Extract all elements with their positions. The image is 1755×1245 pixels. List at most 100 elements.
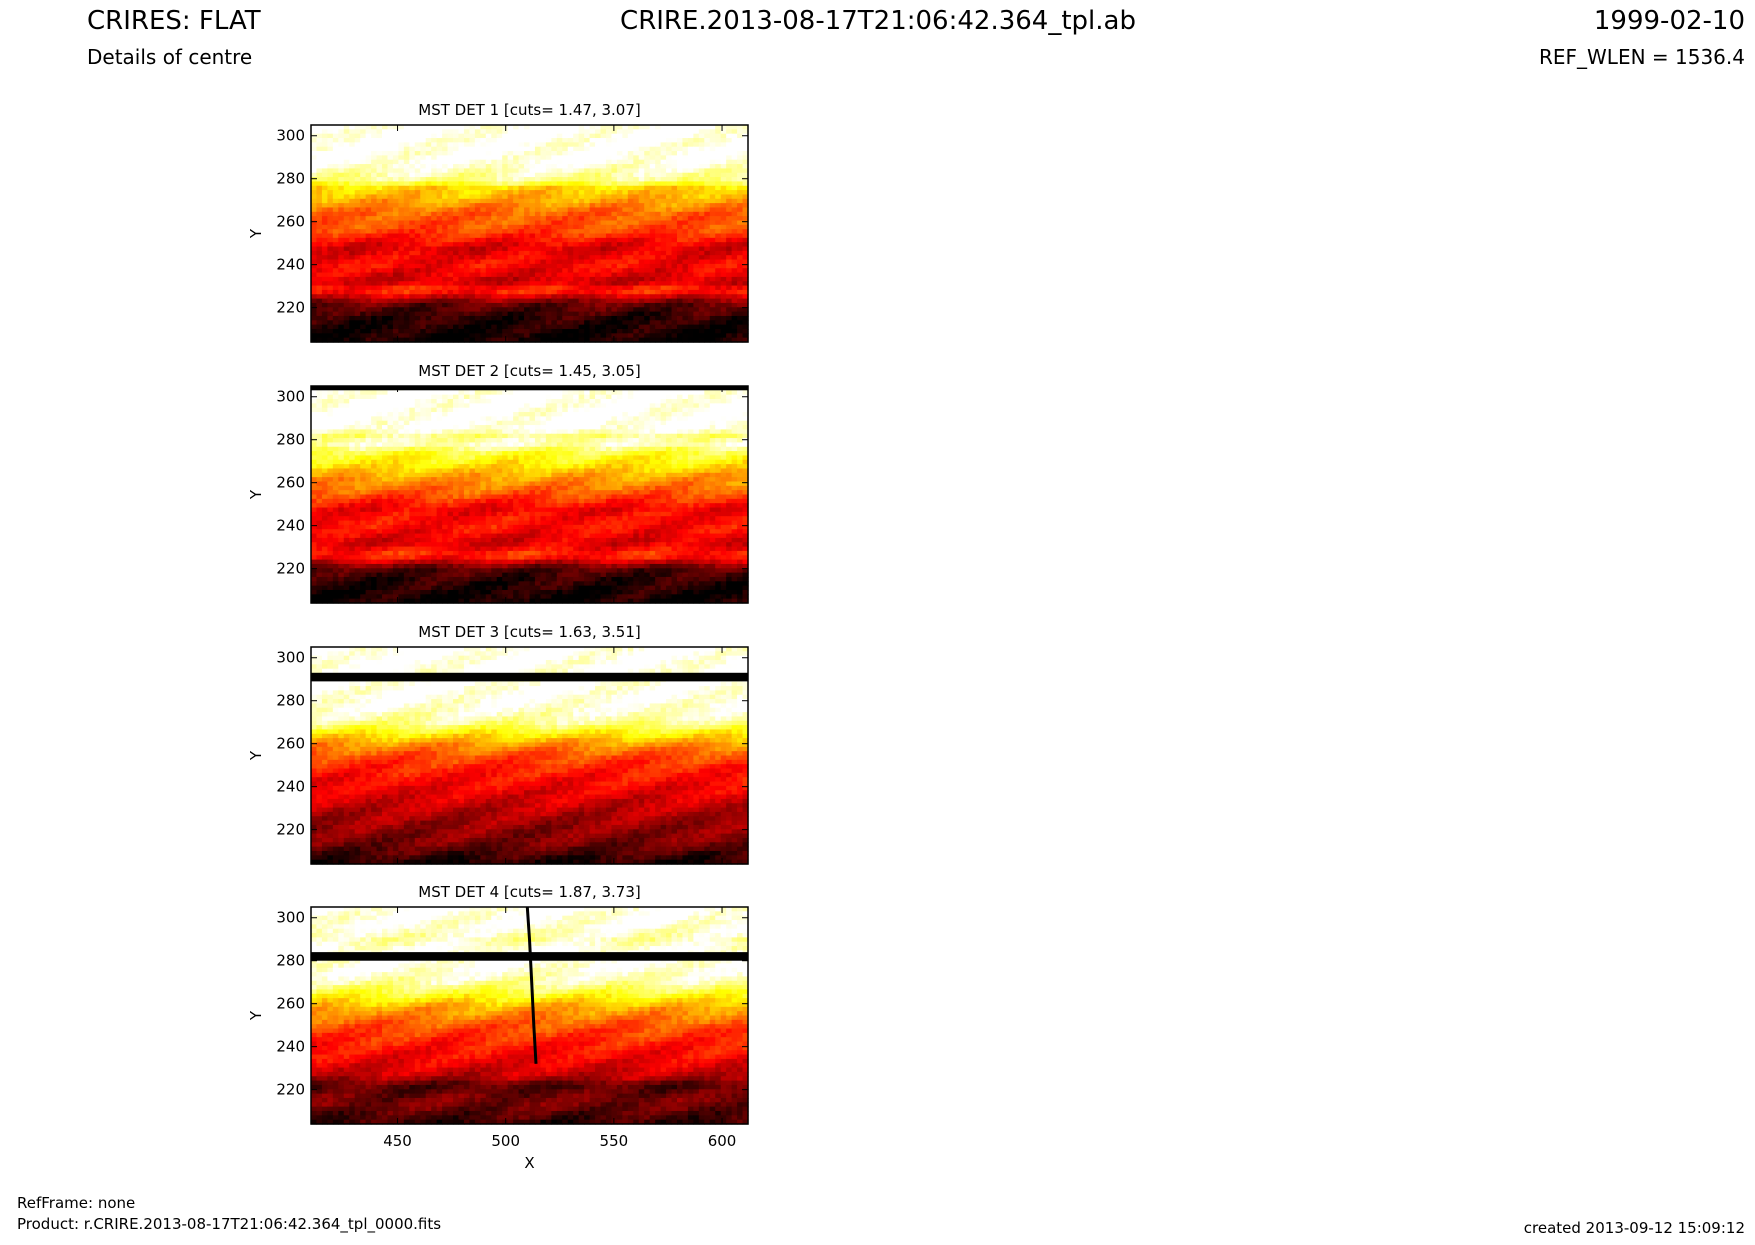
heatmap-cell bbox=[676, 233, 684, 239]
heatmap-cell bbox=[387, 333, 394, 339]
heatmap-cell bbox=[458, 159, 465, 165]
heatmap-cell bbox=[556, 315, 563, 321]
heatmap-cell bbox=[338, 159, 345, 165]
heatmap-cell bbox=[595, 242, 602, 248]
heatmap-cell bbox=[316, 155, 323, 161]
heatmap-cell bbox=[442, 220, 449, 226]
heatmap-cell bbox=[562, 233, 569, 239]
heatmap-cell bbox=[316, 394, 323, 400]
heatmap-cell bbox=[349, 394, 356, 400]
heatmap-cell bbox=[616, 159, 623, 165]
heatmap-cell bbox=[671, 320, 678, 326]
heatmap-cell bbox=[676, 255, 684, 261]
heatmap-cell bbox=[316, 224, 323, 230]
heatmap-cell bbox=[360, 255, 367, 261]
heatmap-cell bbox=[338, 229, 345, 235]
heatmap-cell bbox=[616, 333, 623, 339]
heatmap-cell bbox=[649, 263, 656, 269]
heatmap-cell bbox=[458, 246, 465, 252]
heatmap-cell bbox=[589, 416, 596, 422]
heatmap-cell bbox=[436, 285, 443, 291]
heatmap-cell bbox=[343, 302, 350, 308]
heatmap-cell bbox=[600, 198, 607, 204]
heatmap-cell bbox=[327, 429, 334, 435]
heatmap-cell bbox=[491, 433, 498, 439]
heatmap-cell bbox=[447, 315, 454, 321]
heatmap-cell bbox=[644, 333, 651, 339]
heatmap-cell bbox=[371, 125, 378, 130]
heatmap-cell bbox=[442, 429, 449, 435]
heatmap-cell bbox=[589, 337, 596, 343]
heatmap-cell bbox=[431, 255, 438, 261]
heatmap-cell bbox=[311, 320, 318, 326]
heatmap-cell bbox=[666, 203, 673, 209]
heatmap-cell bbox=[513, 216, 520, 222]
heatmap-cell bbox=[709, 324, 716, 330]
heatmap-cell bbox=[431, 207, 438, 213]
heatmap-cell bbox=[349, 250, 356, 256]
heatmap-cell bbox=[354, 268, 361, 274]
heatmap-cell bbox=[507, 242, 514, 248]
heatmap-cell bbox=[343, 172, 350, 178]
heatmap-cell bbox=[551, 159, 558, 165]
heatmap-cell bbox=[638, 198, 645, 204]
heatmap-cell bbox=[502, 263, 509, 269]
heatmap-cell bbox=[436, 420, 443, 426]
heatmap-cell bbox=[458, 276, 465, 282]
heatmap-cell bbox=[491, 224, 498, 230]
heatmap-cell bbox=[316, 151, 323, 156]
heatmap-cell bbox=[638, 429, 645, 435]
heatmap-cell bbox=[693, 168, 700, 174]
heatmap-cell bbox=[567, 237, 574, 243]
heatmap-cell bbox=[605, 242, 613, 248]
heatmap-cell bbox=[420, 399, 427, 404]
heatmap-cell bbox=[365, 259, 372, 265]
heatmap-cell bbox=[715, 285, 722, 291]
heatmap-cell bbox=[698, 246, 705, 252]
heatmap-cell bbox=[425, 276, 432, 282]
heatmap-cell bbox=[633, 311, 640, 317]
heatmap-cell bbox=[573, 250, 580, 256]
heatmap-cell bbox=[491, 138, 498, 143]
heatmap-cell bbox=[496, 181, 503, 187]
heatmap-cell bbox=[327, 168, 334, 174]
heatmap-cell bbox=[431, 403, 438, 409]
heatmap-cell bbox=[507, 125, 514, 130]
heatmap-cell bbox=[704, 242, 711, 248]
heatmap-cell bbox=[458, 337, 465, 343]
heatmap-cell bbox=[726, 420, 733, 426]
heatmap-cell bbox=[616, 272, 623, 278]
heatmap-cell bbox=[551, 324, 558, 330]
heatmap-cell bbox=[731, 294, 738, 300]
heatmap-cell bbox=[540, 177, 547, 183]
heatmap-cell bbox=[502, 259, 509, 265]
heatmap-cell bbox=[605, 263, 613, 269]
heatmap-cell bbox=[518, 198, 525, 204]
heatmap-cell bbox=[720, 311, 727, 317]
heatmap-cell bbox=[403, 263, 410, 269]
heatmap-cell bbox=[447, 194, 454, 200]
heatmap-cell bbox=[392, 250, 399, 256]
heatmap-cell bbox=[316, 237, 323, 243]
heatmap-cell bbox=[682, 203, 689, 209]
heatmap-cell bbox=[704, 224, 711, 230]
heatmap-cell bbox=[655, 337, 662, 343]
heatmap-cell bbox=[551, 129, 558, 135]
heatmap-cell bbox=[584, 394, 591, 400]
heatmap-cell bbox=[354, 433, 361, 439]
heatmap-cell bbox=[403, 320, 410, 326]
heatmap-cell bbox=[655, 311, 662, 317]
heatmap-cell bbox=[687, 229, 694, 235]
heatmap-cell bbox=[573, 211, 580, 217]
heatmap-cell bbox=[332, 129, 339, 135]
heatmap-cell bbox=[682, 281, 689, 287]
heatmap-cell bbox=[518, 246, 525, 252]
heatmap-cell bbox=[660, 433, 667, 439]
heatmap-cell bbox=[502, 320, 509, 326]
heatmap-cell bbox=[431, 394, 438, 400]
heatmap-cell bbox=[398, 177, 405, 183]
heatmap-cell bbox=[338, 224, 345, 230]
heatmap-cell bbox=[431, 268, 438, 274]
heatmap-cell bbox=[742, 142, 749, 148]
heatmap-cell bbox=[442, 164, 449, 169]
